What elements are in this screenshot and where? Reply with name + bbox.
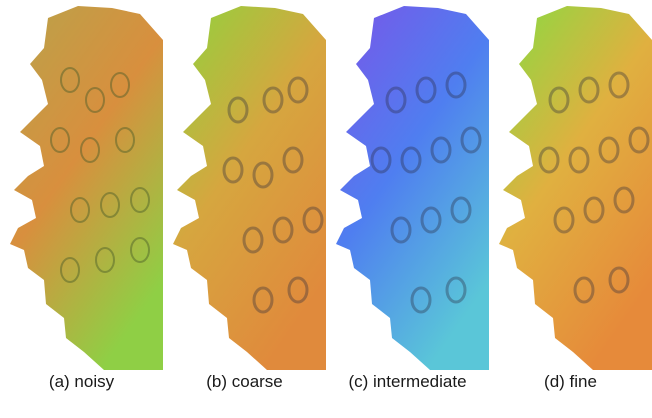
surface-bump (430, 136, 452, 164)
surface-bump (385, 86, 407, 114)
surface-bump (130, 237, 150, 263)
surface-bump (287, 76, 309, 104)
surface-bump (445, 71, 467, 99)
surface-bump (302, 206, 324, 234)
surface-bump (608, 266, 630, 294)
surface-bump (252, 286, 274, 314)
normal-map-svg (10, 6, 163, 370)
surface-bump (415, 76, 437, 104)
surface-bump (583, 196, 605, 224)
fine-normal-map-image (489, 0, 652, 370)
patch-surface (173, 6, 326, 370)
surface-bump (573, 276, 595, 304)
surface-bump (370, 146, 392, 174)
surface-bump (613, 186, 635, 214)
surface-bump (445, 276, 467, 304)
surface-bump (60, 67, 80, 93)
surface-bump (95, 247, 115, 273)
surface-bump (598, 136, 620, 164)
normal-map-svg (499, 6, 652, 370)
surface-bump (60, 257, 80, 283)
surface-bump (100, 192, 120, 218)
noisy-normal-map-image (0, 0, 163, 370)
surface-bump (578, 76, 600, 104)
caption-coarse: (b) coarse (206, 372, 283, 391)
surface-bump (227, 96, 249, 124)
surface-bump (282, 146, 304, 174)
coarse-normal-map-image (163, 0, 326, 370)
normal-map-svg (173, 6, 326, 370)
surface-bump (50, 127, 70, 153)
surface-bump (272, 216, 294, 244)
surface-bump (450, 196, 472, 224)
surface-bump (410, 286, 432, 314)
surface-bump (390, 216, 412, 244)
surface-bump (85, 87, 105, 113)
surface-bump (568, 146, 590, 174)
patch-surface (336, 6, 489, 370)
surface-bump (420, 206, 442, 234)
caption-fine: (d) fine (544, 372, 597, 391)
surface-bump (115, 127, 135, 153)
surface-bump (548, 86, 570, 114)
surface-bump (608, 71, 630, 99)
caption-intermediate: (c) intermediate (348, 372, 467, 391)
patch-surface (499, 6, 652, 370)
normal-map-svg (336, 6, 489, 370)
surface-bump (628, 126, 650, 154)
surface-bump (460, 126, 482, 154)
surface-bump (110, 72, 130, 98)
surface-bump (538, 146, 560, 174)
surface-bump (287, 276, 309, 304)
surface-bump (252, 161, 274, 189)
surface-bump (80, 137, 100, 163)
surface-bump (400, 146, 422, 174)
surface-bump (222, 156, 244, 184)
surface-bump (262, 86, 284, 114)
intermediate-normal-map-image (326, 0, 489, 370)
surface-bump (70, 197, 90, 223)
surface-bump (130, 187, 150, 213)
surface-bump (242, 226, 264, 254)
surface-bump (553, 206, 575, 234)
patch-surface (10, 6, 163, 370)
caption-noisy: (a) noisy (48, 372, 115, 391)
